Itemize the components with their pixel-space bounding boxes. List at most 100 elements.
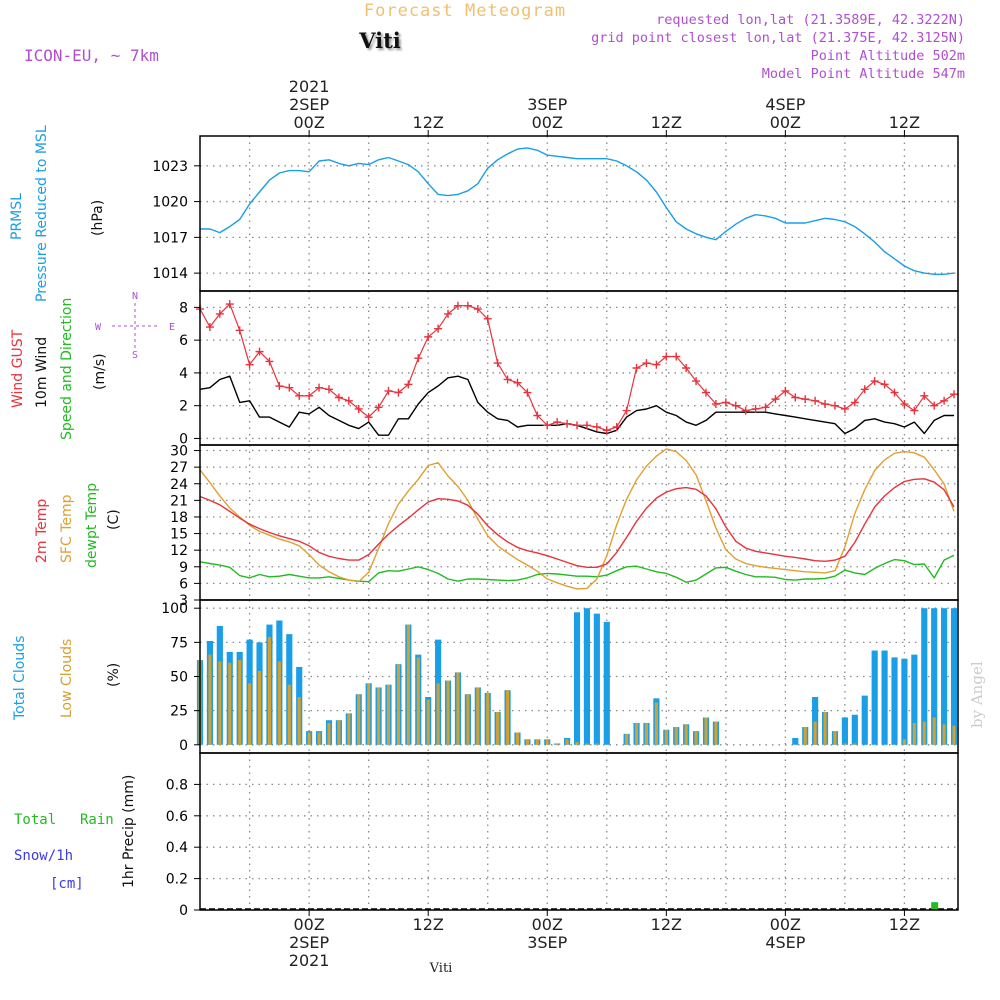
gust-marker <box>592 422 601 431</box>
gust-marker <box>563 419 572 428</box>
gust-marker <box>463 301 472 310</box>
low-cloud-bar <box>357 694 361 745</box>
gust-marker <box>265 357 274 366</box>
time-axis-label-top: 12Z <box>651 113 682 132</box>
low-cloud-bar <box>635 722 639 745</box>
low-cloud-bar <box>714 721 718 745</box>
axis-layer: 1014101710201023024683691215182124273002… <box>152 77 920 970</box>
gust-marker <box>930 401 939 410</box>
gust-marker <box>602 426 611 435</box>
low-cloud-bar <box>555 743 559 745</box>
low-cloud-bar <box>515 732 520 745</box>
gust-marker <box>692 377 701 386</box>
y-tick-label: 4 <box>179 366 188 382</box>
y-tick-label: 25 <box>170 704 188 720</box>
gust-marker <box>840 404 849 413</box>
pressure-unit: (hPa) <box>90 200 106 236</box>
low-cloud-bar <box>456 672 460 745</box>
low-cloud-bar <box>297 696 301 745</box>
low-cloud-bar <box>386 684 391 745</box>
time-axis-label-bottom: 00Z <box>532 915 563 934</box>
precip-label-total: Total <box>14 812 56 828</box>
model-label: ICON-EU, ~ 7km <box>24 46 159 65</box>
gust-marker <box>384 386 393 395</box>
temp-label-dewpt: dewpt Temp <box>84 483 100 568</box>
temp2m-line <box>199 478 955 568</box>
gust-marker <box>473 305 482 314</box>
requested-coords: requested lon,lat (21.3589E, 42.3222N) <box>656 12 965 28</box>
low-cloud-bar <box>525 739 529 745</box>
gust-marker <box>801 395 810 404</box>
time-axis-label-top: 12Z <box>413 113 444 132</box>
station-name: Viti <box>358 28 401 53</box>
gust-marker <box>880 380 889 389</box>
temp-label-sfc: SFC Temp <box>59 494 75 563</box>
gust-marker <box>434 324 443 333</box>
low-cloud-bar <box>644 722 649 745</box>
compass-west-label: W <box>95 322 102 333</box>
pressure-line <box>200 147 955 275</box>
precip-label-snow: Snow/1h <box>14 848 73 864</box>
gust-marker <box>791 393 800 402</box>
gust-marker <box>205 323 214 332</box>
gust-marker <box>295 391 304 400</box>
low-cloud-bar <box>565 739 569 745</box>
low-cloud-bar <box>535 739 539 745</box>
gust-marker <box>721 398 730 407</box>
total-cloud-bar <box>911 654 918 745</box>
total-cloud-bar <box>841 717 848 745</box>
low-cloud-bar <box>952 725 956 745</box>
low-cloud-bar <box>466 694 470 745</box>
gust-marker <box>731 401 740 410</box>
low-cloud-bar <box>396 664 400 745</box>
total-cloud-bar <box>871 650 878 745</box>
total-cloud-bar <box>573 612 581 745</box>
gust-marker <box>404 380 413 389</box>
total-cloud-bar <box>603 621 610 745</box>
gust-marker <box>354 404 363 413</box>
precip-label-rain: Rain <box>80 812 114 828</box>
time-axis-label-top: 00Z <box>293 113 324 132</box>
low-cloud-bar <box>267 636 271 745</box>
gust-marker <box>771 395 780 404</box>
gust-marker <box>493 359 502 368</box>
gust-marker <box>811 396 820 405</box>
low-cloud-bar <box>625 733 629 745</box>
low-cloud-bar <box>248 683 252 745</box>
gust-marker <box>444 309 453 318</box>
low-cloud-bar <box>337 720 341 745</box>
total-cloud-bar <box>593 613 600 745</box>
low-cloud-bar <box>208 654 212 745</box>
y-tick-label: 2 <box>179 399 188 415</box>
time-axis-label-top: 2021 <box>289 77 330 96</box>
y-tick-label: 0 <box>179 738 188 754</box>
y-tick-label: 9 <box>179 560 188 576</box>
y-tick-label: 0 <box>179 903 188 919</box>
low-cloud-bar <box>486 692 490 745</box>
panel-frame <box>199 752 959 911</box>
y-tick-label: 0.4 <box>166 840 188 856</box>
gust-marker <box>830 401 839 410</box>
clouds-label-low: Low Clouds <box>59 639 75 718</box>
gust-marker <box>920 391 929 400</box>
gust-marker <box>225 300 234 309</box>
low-cloud-bar <box>277 661 281 745</box>
grid-layer <box>200 136 958 911</box>
data-layer <box>196 147 959 910</box>
time-axis-label-top: 00Z <box>532 113 563 132</box>
gust-marker <box>711 400 720 409</box>
rain-bar <box>931 902 939 910</box>
pressure-label-msl: Pressure Reduced to MSL <box>34 125 50 302</box>
total-cloud-bar <box>792 737 799 745</box>
low-cloud-bar <box>476 687 480 745</box>
gust-marker <box>315 383 324 392</box>
gust-marker <box>453 301 462 310</box>
point-altitude: Point Altitude 502m <box>811 48 965 64</box>
compass-south-label: S <box>132 350 138 361</box>
time-axis-label-bottom: 00Z <box>770 915 801 934</box>
total-cloud-bar <box>583 608 591 745</box>
gust-marker <box>642 359 651 368</box>
temp-unit: (C) <box>106 509 122 530</box>
gust-marker <box>662 352 671 361</box>
compass-east-label: E <box>169 322 175 333</box>
